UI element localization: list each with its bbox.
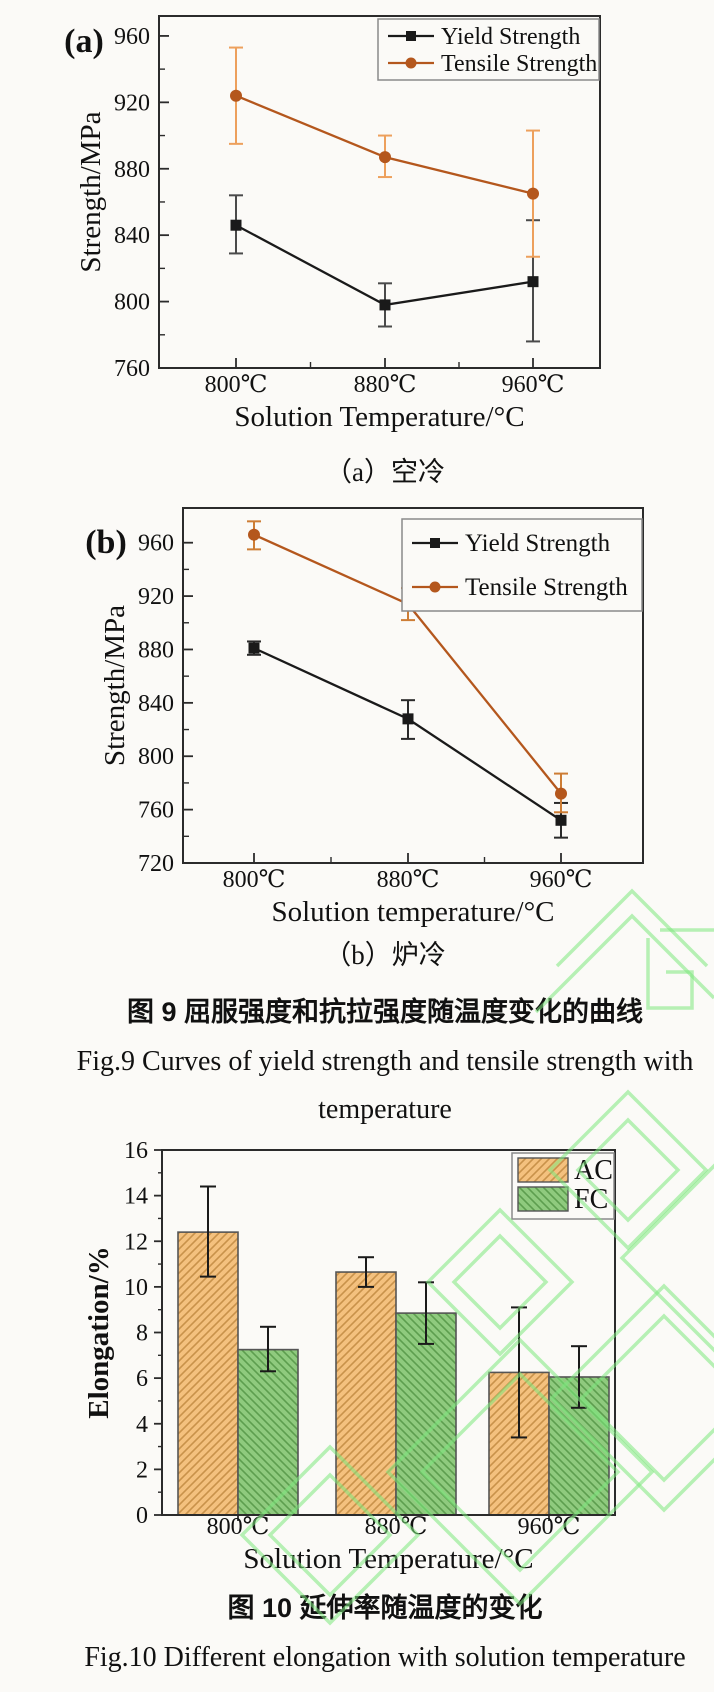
svg-text:920: 920 bbox=[114, 90, 150, 116]
svg-text:Tensile Strength: Tensile Strength bbox=[465, 574, 628, 601]
yield-strength-series bbox=[229, 194, 540, 343]
fc-bar bbox=[237, 1348, 299, 1516]
svg-text:800℃: 800℃ bbox=[223, 867, 286, 893]
svg-text:920: 920 bbox=[138, 584, 174, 610]
fig9b-plot: 720 760 800 840 880 920 960 800℃ 880℃ 960℃ Solutio… bbox=[85, 507, 644, 928]
x-axis-label: Solution Temperature/°C bbox=[234, 401, 524, 433]
yield-strength-series bbox=[247, 640, 568, 839]
svg-text:960℃: 960℃ bbox=[502, 372, 565, 398]
x-axis: 800℃ 880℃ 960℃ bbox=[207, 1514, 581, 1540]
svg-text:8: 8 bbox=[136, 1321, 148, 1347]
bars bbox=[177, 1185, 610, 1516]
y-axis-label: Strength/MPa bbox=[99, 605, 131, 766]
svg-text:12: 12 bbox=[124, 1229, 148, 1255]
svg-text:960℃: 960℃ bbox=[518, 1514, 581, 1540]
ac-bar bbox=[335, 1271, 397, 1516]
svg-text:880: 880 bbox=[114, 157, 150, 183]
svg-text:AC: AC bbox=[574, 1155, 613, 1186]
svg-text:880℃: 880℃ bbox=[377, 867, 440, 893]
x-axis: 800℃ 880℃ 960℃ bbox=[223, 853, 593, 893]
fig10-caption-chinese: 图 10 延伸率随温度的变化 bbox=[227, 1593, 543, 1623]
svg-text:FC: FC bbox=[574, 1184, 608, 1215]
legend: Yield Strength Tensile Strength bbox=[401, 518, 643, 612]
fig9-caption-chinese: 图 9 屈服强度和抗拉强度随温度变化的曲线 bbox=[126, 997, 644, 1027]
x-axis-label: Solution Temperature/°C bbox=[243, 1543, 533, 1575]
svg-text:6: 6 bbox=[136, 1366, 148, 1392]
svg-text:2: 2 bbox=[136, 1457, 148, 1483]
svg-text:960: 960 bbox=[114, 24, 150, 50]
svg-text:0: 0 bbox=[136, 1503, 148, 1529]
svg-text:Yield Strength: Yield Strength bbox=[441, 24, 580, 50]
svg-text:880℃: 880℃ bbox=[354, 372, 417, 398]
svg-text:800: 800 bbox=[138, 744, 174, 770]
x-axis: 800℃ 880℃ 960℃ bbox=[205, 358, 565, 398]
fig9-caption-english-line1: Fig.9 Curves of yield strength and tensi… bbox=[76, 1046, 694, 1077]
svg-text:840: 840 bbox=[114, 223, 150, 249]
fig9-panel-a-line-chart: 760 800 840 880 920 960 800℃ 880℃ 960℃ Solution T… bbox=[64, 15, 601, 433]
panel-label: (b) bbox=[85, 524, 127, 561]
svg-text:800: 800 bbox=[114, 290, 150, 316]
y-axis: 760 800 840 880 920 960 bbox=[114, 24, 169, 382]
svg-text:14: 14 bbox=[124, 1184, 148, 1210]
fig10-bar-chart: 0 2 4 6 8 10 12 14 16 800℃ 880℃ 960℃ Solution Temper… bbox=[83, 1140, 616, 1575]
svg-text:960℃: 960℃ bbox=[530, 867, 593, 893]
y-axis: 720 760 800 840 880 920 960 bbox=[138, 531, 193, 877]
ac-bar bbox=[177, 1231, 239, 1516]
fig10-plot: 0 2 4 6 8 10 12 14 16 800℃ 880℃ 960℃ Solution Temper… bbox=[83, 1140, 616, 1575]
y-axis-label: Elongation/% bbox=[83, 1246, 115, 1418]
svg-text:760: 760 bbox=[114, 356, 150, 382]
fig9-panel-b-caption: （b）炉冷 bbox=[324, 940, 446, 970]
svg-text:16: 16 bbox=[124, 1140, 148, 1164]
svg-text:760: 760 bbox=[138, 798, 174, 824]
svg-text:800℃: 800℃ bbox=[205, 372, 268, 398]
svg-text:10: 10 bbox=[124, 1275, 148, 1301]
svg-text:Tensile Strength: Tensile Strength bbox=[441, 51, 597, 77]
y-axis-label: Strength/MPa bbox=[75, 111, 107, 272]
fig10-caption-english: Fig.10 Different elongation with solutio… bbox=[84, 1642, 686, 1673]
svg-text:4: 4 bbox=[136, 1412, 148, 1438]
x-axis-label: Solution temperature/°C bbox=[271, 896, 554, 928]
svg-text:840: 840 bbox=[138, 691, 174, 717]
fig9-panel-b-line-chart: 720 760 800 840 880 920 960 800℃ 880℃ 960℃ Solutio… bbox=[85, 507, 644, 928]
tensile-strength-series bbox=[229, 46, 540, 258]
fig9-caption-english-line2: temperature bbox=[318, 1094, 452, 1125]
panel-label: (a) bbox=[64, 23, 104, 60]
svg-text:880℃: 880℃ bbox=[365, 1514, 428, 1540]
y-axis: 0 2 4 6 8 10 12 14 16 bbox=[124, 1140, 162, 1529]
fig9-panel-a-caption: （a）空冷 bbox=[325, 457, 445, 487]
fig9a-plot: 760 800 840 880 920 960 800℃ 880℃ 960℃ Solution T… bbox=[64, 15, 601, 433]
svg-text:Yield Strength: Yield Strength bbox=[465, 530, 611, 557]
svg-text:800℃: 800℃ bbox=[207, 1514, 270, 1540]
svg-text:960: 960 bbox=[138, 531, 174, 557]
svg-text:880: 880 bbox=[138, 637, 174, 663]
svg-text:720: 720 bbox=[138, 851, 174, 877]
